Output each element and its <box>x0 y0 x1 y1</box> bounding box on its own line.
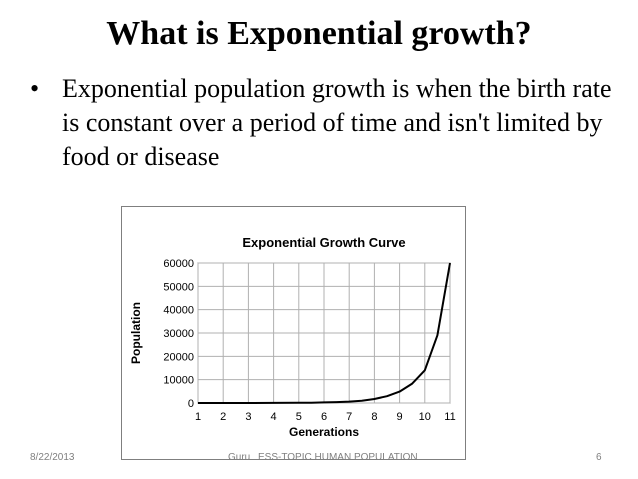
x-tick-label: 4 <box>271 411 277 423</box>
x-tick-label: 6 <box>321 411 327 423</box>
y-tick-label: 60000 <box>163 258 194 270</box>
x-tick-label: 2 <box>220 411 226 423</box>
y-tick-label: 40000 <box>163 305 194 317</box>
slide-title: What is Exponential growth? <box>106 15 532 52</box>
x-tick-label: 5 <box>296 411 302 423</box>
bullet-symbol: • <box>30 74 40 103</box>
y-tick-label: 20000 <box>163 351 194 363</box>
exponential-growth-chart: Exponential Growth Curve 0 10000 20000 30000… <box>121 206 466 460</box>
chart-svg: Exponential Growth Curve 0 10000 20000 30000… <box>129 235 456 439</box>
x-tick-label: 10 <box>419 411 431 423</box>
x-tick-label: 3 <box>245 411 251 423</box>
x-tick-label: 9 <box>397 411 403 423</box>
x-tick-label: 11 <box>444 411 455 423</box>
footer-page-number: 6 <box>596 452 602 463</box>
chart-title: Exponential Growth Curve <box>242 235 405 250</box>
footer-author: Guru <box>228 452 251 463</box>
x-tick-label: 7 <box>346 411 352 423</box>
x-tick-label: 1 <box>195 411 201 423</box>
x-tick-label: 8 <box>371 411 377 423</box>
y-tick-label: 50000 <box>163 281 194 293</box>
x-axis-label: Generations <box>289 425 359 439</box>
footer-date: 8/22/2013 <box>30 452 75 463</box>
y-axis-label: Population <box>129 302 143 364</box>
y-tick-label: 30000 <box>163 328 194 340</box>
growth-curve-line <box>198 262 451 404</box>
y-tick-label: 10000 <box>163 375 194 387</box>
bullet-text: Exponential population growth is when th… <box>62 74 612 171</box>
y-tick-label: 0 <box>188 398 194 410</box>
footer-topic: ESS-TOPIC HUMAN POPULATION <box>258 452 418 463</box>
